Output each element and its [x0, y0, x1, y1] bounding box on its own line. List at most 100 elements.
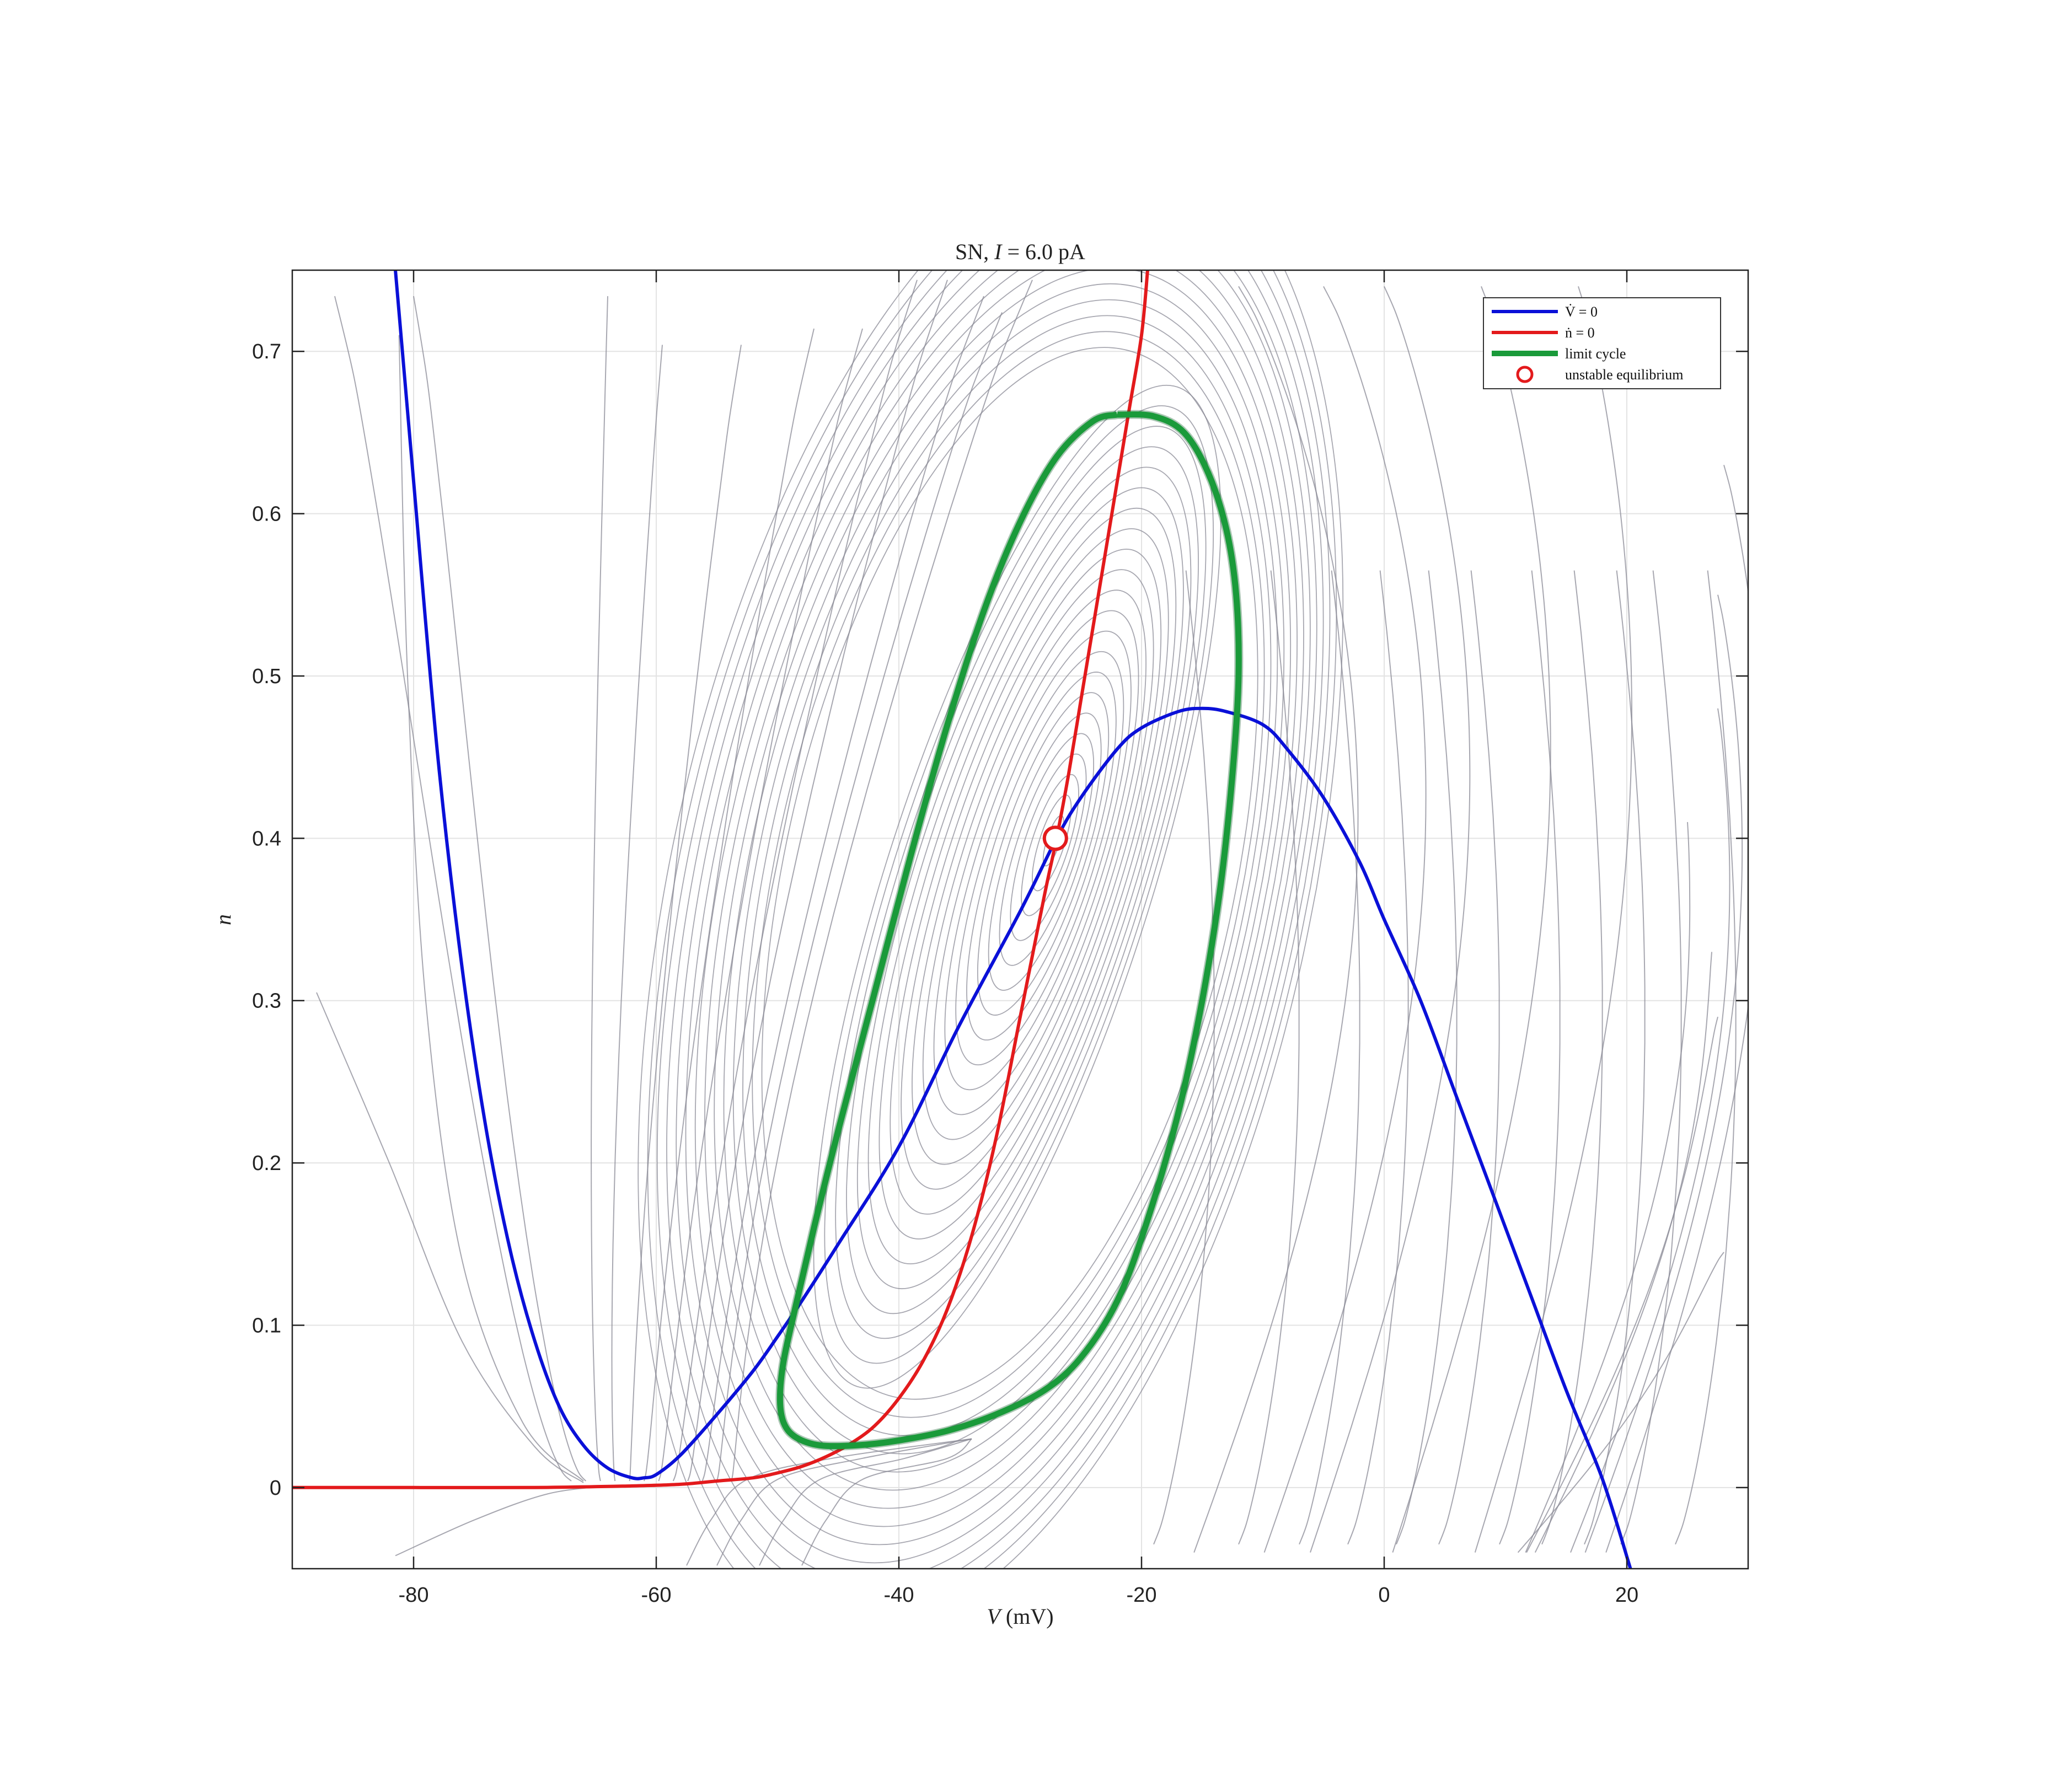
trajectory-line	[672, 280, 918, 1482]
y-tick-label: 0.4	[252, 827, 281, 850]
trajectory-line	[398, 335, 584, 1482]
trajectory-line	[666, 270, 1324, 1569]
trajectory-line	[922, 589, 1146, 1140]
trajectory-line	[966, 672, 1117, 1041]
x-tick-label: -40	[884, 1584, 914, 1607]
y-tick-label: 0.2	[252, 1152, 281, 1175]
trajectory-line	[1541, 570, 1603, 1545]
x-tick-label: -60	[641, 1584, 672, 1607]
trajectory-line	[1517, 1252, 1724, 1553]
trajectory-line	[944, 630, 1132, 1091]
trajectory-line	[716, 1438, 972, 1566]
trajectory-line	[714, 270, 1292, 1491]
trajectory-line	[1010, 753, 1087, 941]
chart-title: SN, I = 6.0 pA	[955, 239, 1085, 264]
trajectory-line	[1584, 594, 1743, 1553]
trajectory-line	[1263, 286, 1427, 1553]
trajectory-line	[1499, 570, 1561, 1545]
trajectory-line	[685, 270, 1311, 1546]
trajectory-line	[867, 487, 1184, 1264]
trajectory-line	[1299, 570, 1360, 1545]
trajectory-line	[890, 528, 1169, 1215]
legend-label: ṅ = 0	[1565, 325, 1595, 341]
x-tick-label: -80	[399, 1584, 429, 1607]
trajectory-line	[1605, 465, 1748, 1553]
legend-label: limit cycle	[1565, 346, 1626, 362]
trajectory-line	[901, 549, 1162, 1190]
trajectory-line	[1310, 286, 1471, 1553]
plot-area	[292, 270, 1748, 1569]
trajectory-line	[977, 692, 1110, 1016]
trajectory-line	[637, 270, 1344, 1569]
trajectory-line	[413, 296, 587, 1482]
trajectory-line	[824, 405, 1214, 1364]
trajectory-line	[999, 733, 1095, 966]
trajectory-line	[1525, 822, 1691, 1553]
unstable-equilibrium-marker	[1042, 825, 1068, 851]
trajectory-line	[732, 299, 1278, 1455]
trajectory-line	[701, 296, 984, 1482]
legend-swatch-marker	[1516, 366, 1534, 383]
trajectory-line	[801, 1438, 972, 1566]
trajectory-line	[716, 312, 1003, 1482]
trajectory-line	[694, 270, 1304, 1527]
legend-label: unstable equilibrium	[1565, 367, 1683, 383]
trajectory-line	[629, 345, 742, 1482]
y-tick-label: 0	[270, 1477, 281, 1500]
trajectory-line	[1584, 570, 1646, 1545]
trajectory-line	[1153, 570, 1215, 1545]
trajectory-line	[856, 466, 1192, 1290]
axis-ticks: -80 -60 -40 -20 0 20 0 0.1 0.2 0.3 0.4 0.5 0.6 0.7	[252, 270, 1748, 1607]
trajectory-line	[1238, 570, 1300, 1545]
trajectory-line	[878, 507, 1177, 1240]
x-axis-label: V (mV)	[987, 1604, 1053, 1629]
trajectory-line	[988, 712, 1102, 991]
trajectory-line	[1438, 570, 1500, 1545]
y-tick-label: 0.3	[252, 990, 281, 1013]
trajectory-line	[676, 270, 1317, 1564]
trajectory-line	[912, 569, 1154, 1165]
series-n-nullcline	[292, 270, 1149, 1490]
trajectory-line	[704, 270, 1298, 1509]
trajectory-line	[1620, 570, 1682, 1545]
trajectory-line	[611, 345, 663, 1482]
trajectory-line	[723, 283, 1285, 1473]
y-tick-label: 0.5	[252, 665, 281, 688]
series-v-nullcline	[394, 270, 1632, 1569]
trajectory-line	[955, 651, 1124, 1066]
trajectory-line	[1396, 570, 1458, 1545]
trajectory-line	[813, 384, 1221, 1389]
trajectory-line	[395, 1485, 608, 1557]
y-tick-label: 0.7	[252, 340, 281, 363]
trajectory-line	[742, 315, 1272, 1436]
series-layer	[292, 270, 1632, 1569]
trajectory-line	[835, 426, 1207, 1339]
x-tick-label: -20	[1127, 1584, 1157, 1607]
trajectory-line	[761, 347, 1258, 1400]
legend-label: V̇ = 0	[1565, 304, 1598, 320]
y-axis-label: n	[211, 914, 235, 925]
trajectory-line	[1032, 794, 1072, 892]
trajectory-line	[656, 270, 1331, 1569]
trajectory-line	[591, 296, 608, 1482]
trajectory-line	[687, 280, 948, 1482]
y-tick-label: 0.6	[252, 503, 281, 526]
trajectory-line	[316, 992, 584, 1483]
y-tick-label: 0.1	[252, 1314, 281, 1337]
trajectory-line	[647, 270, 1337, 1569]
series-limit-cycle	[776, 411, 1242, 1450]
trajectory-line	[334, 296, 572, 1482]
trajectory-line	[752, 331, 1265, 1418]
plot-frame	[291, 269, 1749, 1570]
marker-layer	[1042, 825, 1068, 851]
trajectory-line	[1392, 286, 1551, 1553]
trajectory-line	[1347, 570, 1409, 1545]
trajectory-line	[1526, 1016, 1718, 1553]
x-tick-label: 0	[1378, 1584, 1390, 1607]
trajectory-line	[933, 610, 1139, 1115]
legend: V̇ = 0 ṅ = 0 limit cycle unstable equilibri…	[1483, 297, 1721, 389]
trajectory-line	[644, 328, 815, 1482]
trajectory-line	[1675, 570, 1737, 1545]
trajectory-line	[1570, 708, 1731, 1553]
